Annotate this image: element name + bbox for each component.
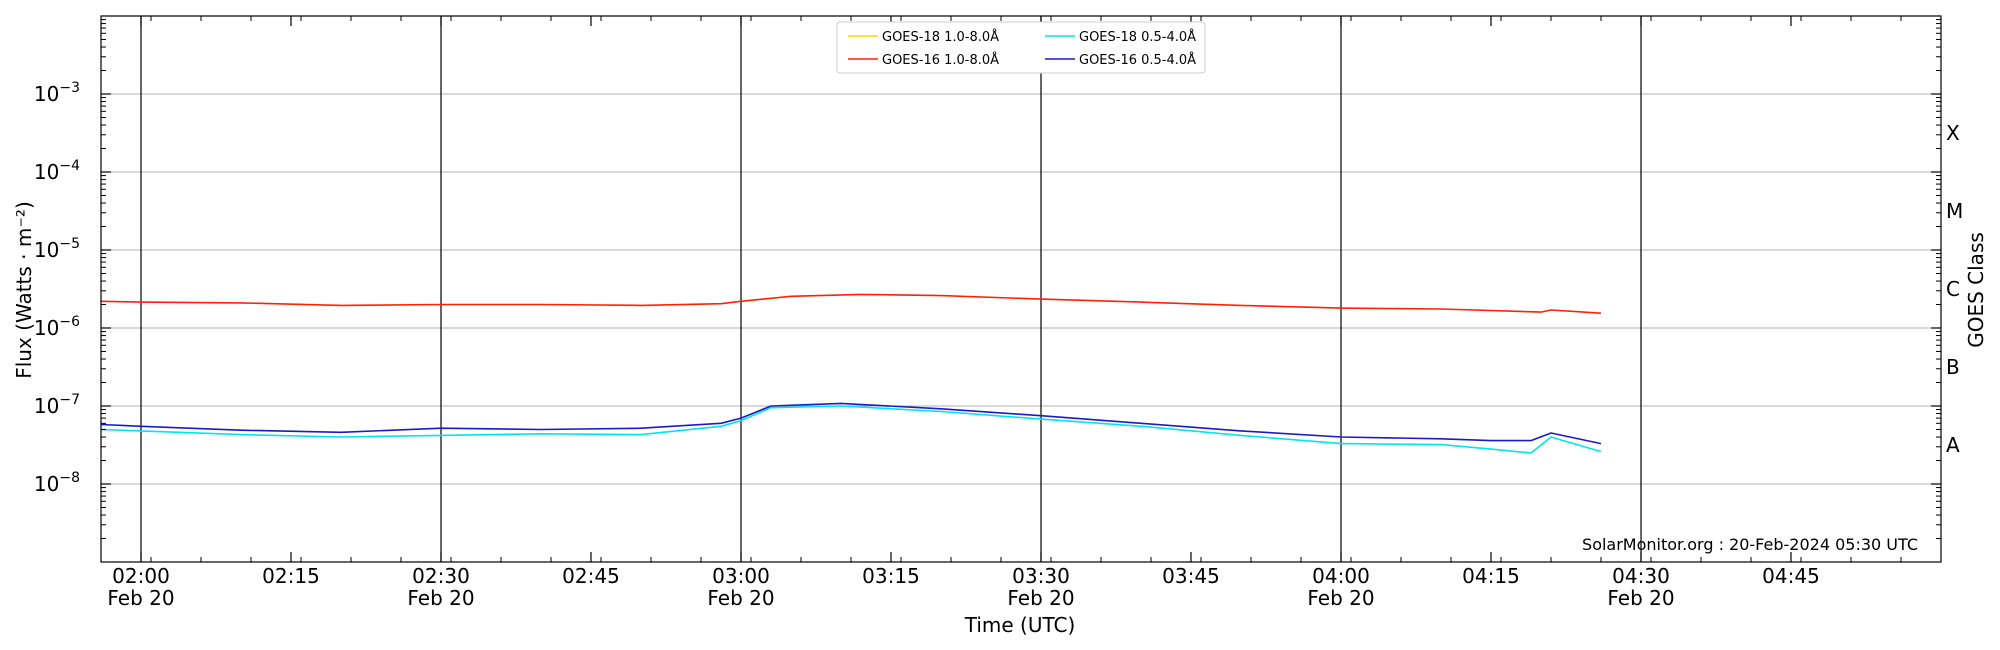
- series-line: [100, 293, 1602, 314]
- goes-class-labels: A B C M X: [1946, 121, 1963, 457]
- y-tick-labels: 10−8 10−7 10−6 10−5 10−4 10−3: [34, 80, 80, 496]
- series-line: [100, 405, 1602, 454]
- legend-label: GOES-18 1.0-8.0Å: [882, 29, 999, 45]
- series-lines: [100, 293, 1602, 454]
- legend-item: GOES-16 1.0-8.0Å: [848, 52, 999, 68]
- y-axis-title: Flux (Watts · m⁻²): [12, 201, 36, 379]
- goes-class-label: M: [1946, 199, 1963, 223]
- legend-item: GOES-16 0.5-4.0Å: [1045, 52, 1196, 68]
- x-tick-label: 04:15: [1462, 564, 1520, 588]
- legend-item: GOES-18 0.5-4.0Å: [1045, 29, 1196, 45]
- watermark-text: SolarMonitor.org : 20-Feb-2024 05:30 UTC: [1582, 535, 1918, 554]
- x-tick-sublabel: Feb 20: [1607, 586, 1674, 610]
- y-tick-label: 10−4: [34, 158, 80, 184]
- x-tick-label: 03:45: [1162, 564, 1220, 588]
- legend-item: GOES-18 1.0-8.0Å: [848, 29, 999, 45]
- x-axis-title: Time (UTC): [964, 613, 1076, 637]
- y-tick-label: 10−3: [34, 80, 80, 106]
- goes-class-label: B: [1946, 355, 1960, 379]
- x-tick-sublabel: Feb 20: [407, 586, 474, 610]
- legend-label: GOES-18 0.5-4.0Å: [1079, 29, 1196, 45]
- x-tick-label: 03:15: [862, 564, 920, 588]
- x-tick-label: 04:45: [1762, 564, 1820, 588]
- goes-class-label: A: [1946, 433, 1960, 457]
- axis-ticks: [100, 16, 1941, 562]
- x-tick-label: 02:30: [412, 564, 470, 588]
- legend-box: [836, 21, 1206, 74]
- x-tick-sublabel: Feb 20: [107, 586, 174, 610]
- x-tick-label: 04:30: [1612, 564, 1670, 588]
- goes-class-label: C: [1946, 277, 1960, 301]
- legend-label: GOES-16 0.5-4.0Å: [1079, 52, 1196, 68]
- grid-lines: [101, 93, 1941, 485]
- legend-label: GOES-16 1.0-8.0Å: [882, 52, 999, 68]
- x-tick-sublabel: Feb 20: [1307, 586, 1374, 610]
- y-tick-label: 10−6: [34, 314, 80, 340]
- x-tick-label: 02:15: [262, 564, 320, 588]
- y2-axis-title: GOES Class: [1964, 232, 1988, 348]
- x-tick-label: 02:45: [562, 564, 620, 588]
- y-tick-label: 10−7: [34, 392, 80, 418]
- x-tick-label: 03:00: [712, 564, 770, 588]
- series-line: [100, 402, 1602, 445]
- x-tick-label: 04:00: [1312, 564, 1370, 588]
- x-tick-sublabel: Feb 20: [707, 586, 774, 610]
- x-tick-sublabel: Feb 20: [1007, 586, 1074, 610]
- y-tick-label: 10−5: [34, 236, 80, 262]
- goes-class-label: X: [1946, 121, 1960, 145]
- x-tick-label: 03:30: [1012, 564, 1070, 588]
- legend: GOES-18 1.0-8.0Å GOES-16 1.0-8.0Å GOES-18 …: [836, 21, 1206, 74]
- x-tick-label: 02:00: [112, 564, 170, 588]
- day-marker-lines: [140, 16, 1642, 562]
- y-tick-label: 10−8: [34, 470, 80, 496]
- plot-frame: [100, 15, 1942, 563]
